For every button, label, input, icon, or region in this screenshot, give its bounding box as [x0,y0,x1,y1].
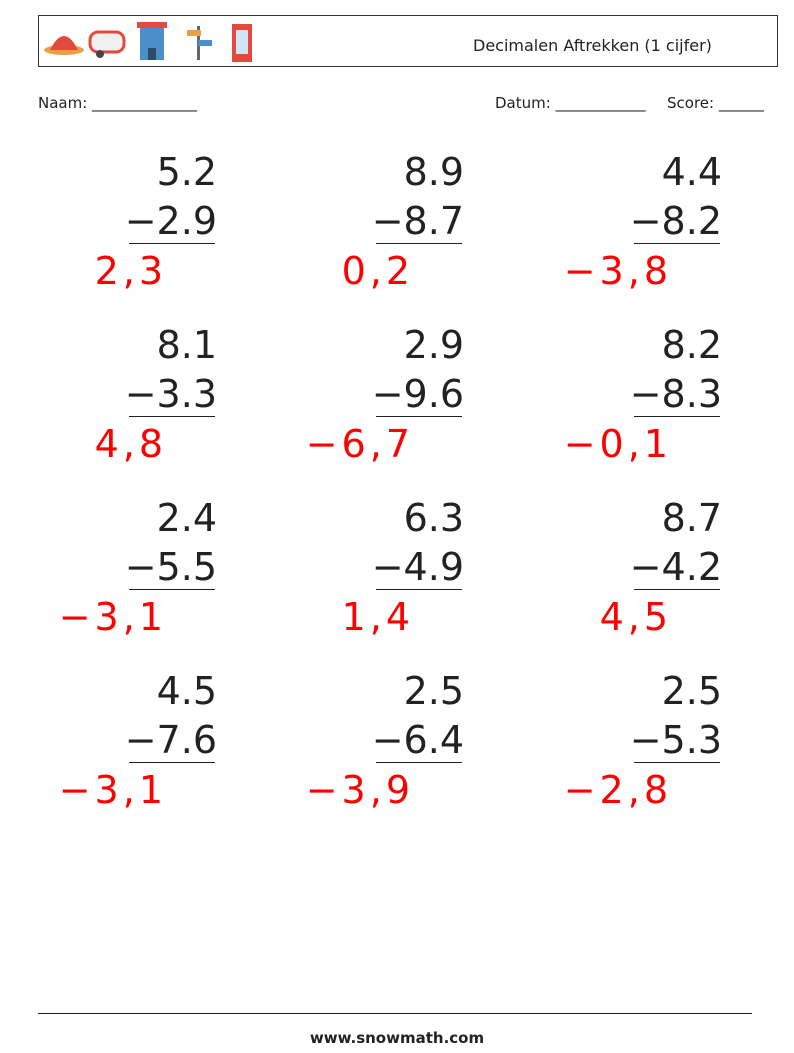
answer: 0,2 [341,249,414,293]
minuend: 5.2 [156,150,217,194]
answer-rule [634,243,720,244]
header-box [38,15,778,67]
answer-rule [376,589,462,590]
subtrahend: −5.3 [629,718,722,762]
minuend: 8.1 [156,323,217,367]
subtrahend: −4.9 [371,545,464,589]
answer-rule [376,416,462,417]
name-label: Naam: ______________ [38,94,198,112]
subtrahend: −8.2 [629,199,722,243]
answer-rule [129,589,215,590]
minuend: 4.4 [661,150,722,194]
minuend: 8.9 [403,150,464,194]
minuend: 8.7 [661,496,722,540]
subtrahend: −8.3 [629,372,722,416]
subtrahend: −4.2 [629,545,722,589]
subtrahend: −6.4 [371,718,464,762]
answer-rule [129,416,215,417]
subtrahend: −9.6 [371,372,464,416]
score-label: Score: ______ [667,94,764,112]
subtrahend: −3.3 [124,372,217,416]
icon-caravan [88,30,126,58]
icon-building [137,22,167,60]
answer: 4,5 [599,595,672,639]
minuend: 4.5 [156,669,217,713]
footer-rule [38,1013,752,1014]
minuend: 6.3 [403,496,464,540]
subtrahend: −2.9 [124,199,217,243]
answer-rule [634,589,720,590]
answer: −3,8 [563,249,672,293]
answer-rule [376,762,462,763]
minuend: 2.9 [403,323,464,367]
answer: −3,9 [305,768,414,812]
answer: −3,1 [58,595,167,639]
date-label: Datum: ____________ [495,94,646,112]
icon-hat [44,36,84,55]
header-title: Decimalen Aftrekken (1 cijfer) [473,36,712,55]
minuend: 2.5 [661,669,722,713]
subtrahend: −5.5 [124,545,217,589]
answer: 2,3 [94,249,167,293]
answer: −6,7 [305,422,414,466]
answer-rule [129,762,215,763]
answer: −0,1 [563,422,672,466]
answer-rule [634,762,720,763]
subtrahend: −8.7 [371,199,464,243]
answer: 4,8 [94,422,167,466]
answer-rule [129,243,215,244]
minuend: 2.5 [403,669,464,713]
answer-rule [376,243,462,244]
answer: −3,1 [58,768,167,812]
icon-signpost [187,26,212,60]
minuend: 8.2 [661,323,722,367]
answer-rule [634,416,720,417]
subtrahend: −7.6 [124,718,217,762]
answer: −2,8 [563,768,672,812]
icon-phonebooth [232,24,252,62]
footer-url: www.snowmath.com [309,1029,485,1047]
minuend: 2.4 [156,496,217,540]
header-icons [44,22,252,62]
answer: 1,4 [341,595,414,639]
